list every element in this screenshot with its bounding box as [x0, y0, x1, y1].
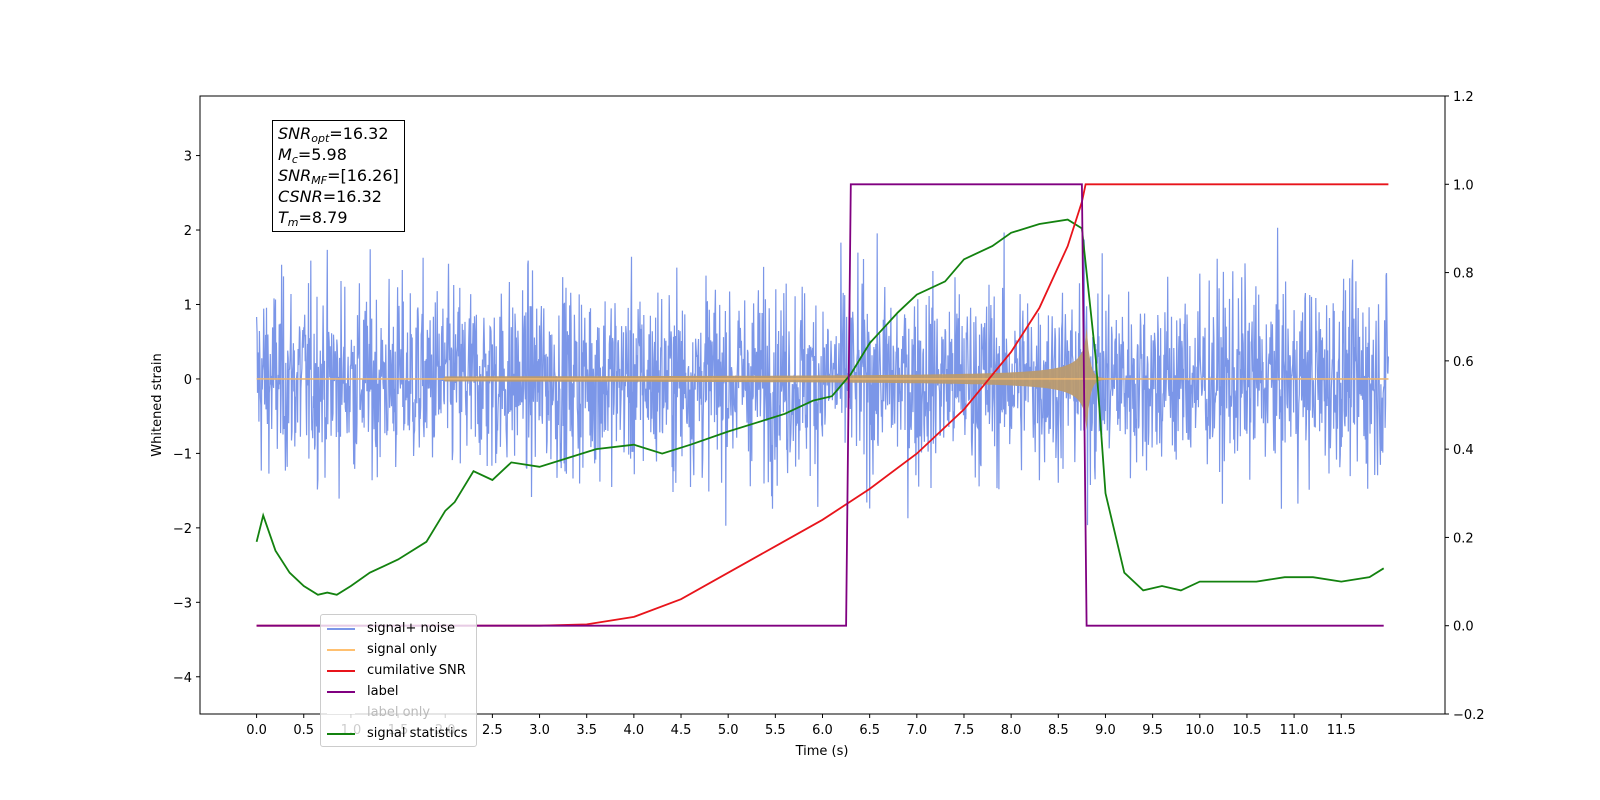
x-tick-label: 3.0 — [529, 723, 550, 738]
x-tick-label: 5.0 — [718, 723, 739, 738]
y-axis-right: −0.2 0.0 0.2 0.4 0.6 0.8 1.0 1.2 — [1445, 90, 1485, 723]
y2-tick-label: 1.2 — [1453, 90, 1474, 105]
legend-swatch — [327, 690, 355, 693]
series-signal-noise — [256, 227, 1389, 526]
x-tick-label: 8.0 — [1001, 723, 1022, 738]
y-tick-label: 2 — [184, 224, 192, 239]
y-axis-label: Whitened strain — [150, 353, 165, 456]
legend-item-signal-statistics: signal statistics — [321, 723, 476, 744]
legend-swatch — [327, 627, 355, 630]
x-tick-label: 3.5 — [576, 723, 597, 738]
x-tick-label: 4.5 — [671, 723, 692, 738]
y-tick-label: −3 — [173, 596, 192, 611]
x-tick-label: 0.0 — [246, 723, 267, 738]
snr-mf-annotation: SNRMF=[16.26] — [278, 166, 399, 187]
legend-swatch — [327, 732, 355, 735]
legend: signal+ noise signal only cumilative SNR… — [320, 614, 477, 747]
y2-tick-label: 0.4 — [1453, 443, 1474, 458]
y-tick-label: −1 — [173, 447, 192, 462]
x-tick-label: 5.5 — [765, 723, 786, 738]
series-layer — [255, 183, 1389, 627]
info-annotation-box: SNRopt=16.32 Mc=5.98 SNRMF=[16.26] CSNR=… — [272, 120, 405, 232]
x-tick-label: 10.0 — [1185, 723, 1214, 738]
legend-item-label: label — [321, 681, 476, 702]
y-tick-label: −4 — [173, 671, 192, 686]
y-tick-label: 1 — [184, 298, 192, 313]
x-tick-label: 10.5 — [1232, 723, 1261, 738]
y-tick-label: 3 — [184, 150, 192, 165]
legend-swatch — [327, 648, 355, 651]
x-tick-label: 0.5 — [293, 723, 314, 738]
legend-item-label-only: label only — [321, 702, 476, 723]
x-tick-label: 4.0 — [624, 723, 645, 738]
series-signal-statistics — [255, 218, 1385, 596]
legend-item-signal-only: signal only — [321, 639, 476, 660]
y2-tick-label: 0.8 — [1453, 267, 1474, 282]
x-tick-label: 8.5 — [1048, 723, 1069, 738]
y-axis-left: −4 −3 −2 −1 0 1 2 3 — [173, 150, 200, 686]
y2-tick-label: 0.0 — [1453, 620, 1474, 635]
legend-swatch — [327, 669, 355, 672]
y2-tick-label: 0.6 — [1453, 355, 1474, 370]
y2-tick-label: 1.0 — [1453, 178, 1474, 193]
x-tick-label: 11.0 — [1280, 723, 1309, 738]
y-tick-label: 0 — [184, 373, 192, 388]
csnr-annotation: CSNR=16.32 — [278, 187, 382, 206]
legend-swatch — [327, 711, 355, 714]
legend-item-signal-noise: signal+ noise — [321, 618, 476, 639]
y2-tick-label: 0.2 — [1453, 531, 1474, 546]
x-tick-label: 6.0 — [812, 723, 833, 738]
x-tick-label: 2.5 — [482, 723, 503, 738]
y2-tick-label: −0.2 — [1453, 708, 1485, 723]
snr-opt-annotation: SNRopt=16.32 — [278, 124, 389, 145]
mc-annotation: Mc=5.98 — [278, 145, 347, 166]
series-cumulative-snr — [256, 183, 1389, 627]
series-label — [256, 183, 1384, 627]
x-tick-label: 7.5 — [954, 723, 975, 738]
x-tick-label: 6.5 — [859, 723, 880, 738]
legend-item-cumulative-snr: cumilative SNR — [321, 660, 476, 681]
y-tick-label: −2 — [173, 522, 192, 537]
x-tick-label: 9.5 — [1142, 723, 1163, 738]
x-tick-label: 9.0 — [1095, 723, 1116, 738]
x-axis-label: Time (s) — [795, 744, 849, 759]
x-tick-label: 11.5 — [1327, 723, 1356, 738]
x-tick-label: 7.0 — [906, 723, 927, 738]
tm-annotation: Tm=8.79 — [278, 208, 348, 229]
